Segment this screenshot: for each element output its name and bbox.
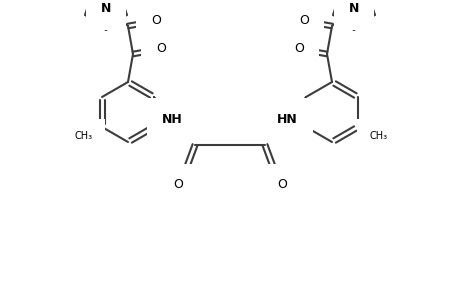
Text: O: O: [298, 14, 308, 26]
Text: CH₃: CH₃: [368, 130, 386, 140]
Text: O: O: [293, 41, 303, 55]
Text: CH₃: CH₃: [75, 130, 93, 140]
Text: N: N: [348, 2, 358, 14]
Text: HN: HN: [276, 112, 297, 125]
Text: O: O: [151, 14, 161, 26]
Text: O: O: [173, 178, 183, 191]
Text: O: O: [156, 41, 166, 55]
Text: N: N: [101, 2, 111, 14]
Text: NH: NH: [162, 112, 183, 125]
Text: O: O: [276, 178, 286, 191]
